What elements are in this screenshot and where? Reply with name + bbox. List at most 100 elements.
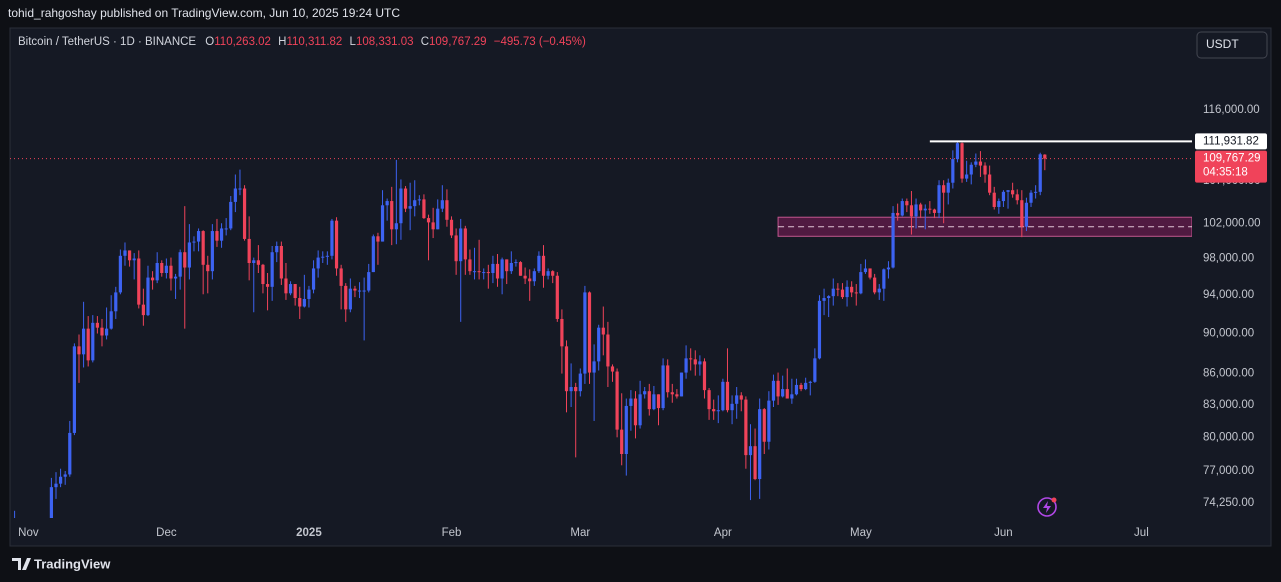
candle-body: [675, 394, 679, 397]
footer: [0, 547, 1281, 582]
candle-body: [224, 228, 228, 230]
last-price-label: 109,767.29: [1203, 153, 1261, 165]
candle-body: [279, 245, 283, 279]
candle-body: [785, 389, 789, 399]
currency-button[interactable]: USDT: [1196, 31, 1268, 59]
candle-body: [109, 311, 113, 329]
candle-body: [753, 446, 757, 480]
candle-body: [431, 222, 435, 230]
candle-body: [587, 292, 592, 373]
candle-body: [399, 188, 403, 224]
candle-body: [206, 264, 210, 272]
candle-body: [463, 228, 467, 260]
candle-body: [413, 200, 417, 207]
candle-body: [390, 201, 394, 230]
candle-body: [794, 384, 799, 395]
candle-body: [721, 381, 725, 411]
candle-body: [546, 271, 550, 276]
candle-body: [739, 395, 743, 400]
candle-body: [95, 322, 99, 328]
candle-body: [638, 394, 642, 426]
candle-body: [1024, 202, 1029, 227]
icon-dot[interactable]: [1051, 497, 1057, 503]
candle-body: [321, 256, 325, 258]
chart-panel: [9, 27, 1272, 547]
alert-icon[interactable]: [1037, 497, 1057, 517]
candle-body: [569, 387, 573, 392]
candle-body: [247, 238, 251, 263]
candle-body: [698, 361, 702, 365]
candle-body: [288, 284, 293, 294]
candle-body: [394, 223, 398, 230]
icon-bolt[interactable]: [1043, 501, 1051, 513]
candle-body: [141, 304, 145, 316]
candle-body: [376, 236, 380, 242]
candle-body: [712, 409, 716, 412]
candle-body: [1043, 154, 1047, 159]
candle-body: [380, 205, 385, 242]
candle-body: [371, 236, 375, 273]
candle-body: [845, 286, 849, 298]
candle-body: [169, 265, 173, 279]
candle-body: [302, 298, 306, 307]
candle-body: [748, 446, 753, 456]
candle-body: [647, 391, 651, 410]
candle-body: [495, 263, 500, 279]
candle-body: [799, 384, 803, 390]
candle-body: [560, 318, 564, 347]
candle-body: [928, 208, 932, 210]
candle-body: [882, 269, 886, 289]
candle-body: [606, 334, 610, 367]
candle-body: [344, 285, 348, 310]
candle-body: [500, 259, 504, 279]
candle-body: [854, 292, 858, 294]
candle-body: [385, 201, 389, 206]
x-tick-label: Apr: [714, 527, 732, 539]
candle-body: [509, 262, 513, 272]
candle-body: [160, 262, 164, 273]
button-label[interactable]: USDT: [1206, 37, 1239, 51]
candle-body: [1038, 154, 1042, 192]
candle-body: [969, 164, 973, 175]
candle-body: [762, 409, 766, 442]
candle-body: [1006, 190, 1010, 192]
level-label: 111,931.82: [1203, 135, 1259, 147]
candle-body: [178, 252, 182, 277]
candle-body: [482, 272, 486, 274]
last-price-box: [1195, 150, 1267, 183]
candle-body: [132, 258, 136, 261]
ohlc-key: L: [350, 36, 357, 48]
candle-body: [652, 394, 656, 410]
level-label-box: [1195, 133, 1267, 150]
countdown-label: 04:35:18: [1203, 167, 1248, 179]
y-tick-label: 98,000.00: [1203, 253, 1254, 265]
candle-body: [118, 255, 122, 293]
candle-body: [693, 359, 697, 365]
candle-body: [238, 188, 242, 190]
candle-body: [155, 262, 159, 281]
candle-body: [1001, 191, 1006, 202]
candle-body: [256, 260, 260, 265]
candle-body: [583, 292, 587, 374]
candle-body: [610, 366, 615, 372]
candle-body: [831, 288, 835, 297]
icon-ring[interactable]: [1037, 497, 1057, 517]
candle-body: [758, 409, 762, 480]
candle-body: [261, 264, 265, 285]
brand-logo: [12, 558, 31, 570]
candle-body: [54, 483, 58, 488]
candle-body: [1020, 200, 1024, 227]
candle-body: [767, 400, 771, 442]
candle-body: [362, 290, 366, 292]
candle-body: [578, 373, 582, 392]
plot: [10, 140, 1192, 518]
ohlc-key: H: [278, 36, 286, 48]
button-frame[interactable]: [1196, 31, 1268, 59]
candle-body: [817, 300, 822, 359]
candle-body: [790, 394, 794, 399]
candle-body: [744, 399, 748, 456]
candle-body: [978, 161, 983, 166]
candle-body: [468, 259, 472, 272]
ohlc-value: 110,311.82: [286, 36, 342, 48]
